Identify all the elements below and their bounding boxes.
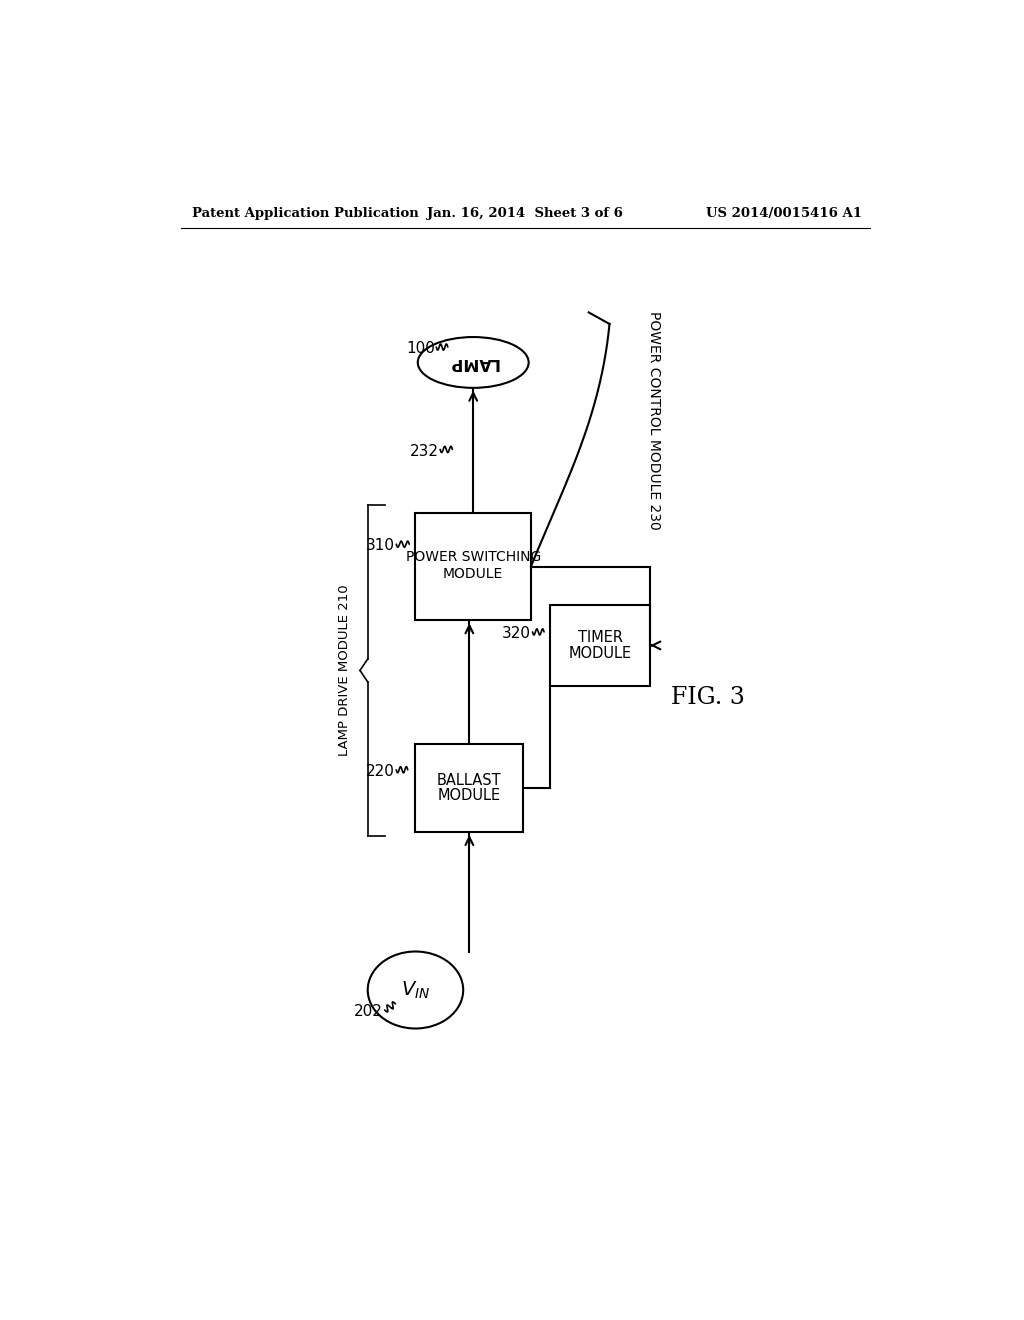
Text: TIMER: TIMER bbox=[578, 630, 623, 645]
Text: MODULE: MODULE bbox=[568, 645, 632, 660]
Text: LAMP DRIVE MODULE 210: LAMP DRIVE MODULE 210 bbox=[338, 585, 351, 756]
Text: 220: 220 bbox=[366, 764, 394, 779]
Text: Patent Application Publication: Patent Application Publication bbox=[193, 207, 419, 220]
FancyBboxPatch shape bbox=[416, 512, 531, 620]
Text: US 2014/0015416 A1: US 2014/0015416 A1 bbox=[707, 207, 862, 220]
Text: 100: 100 bbox=[406, 341, 435, 356]
Text: 202: 202 bbox=[354, 1005, 383, 1019]
Text: 232: 232 bbox=[410, 444, 438, 458]
Text: POWER SWITCHING: POWER SWITCHING bbox=[406, 550, 541, 564]
Text: BALLAST: BALLAST bbox=[437, 772, 502, 788]
Text: FIG. 3: FIG. 3 bbox=[671, 686, 745, 709]
Text: $V_{IN}$: $V_{IN}$ bbox=[400, 979, 430, 1001]
Text: Jan. 16, 2014  Sheet 3 of 6: Jan. 16, 2014 Sheet 3 of 6 bbox=[427, 207, 623, 220]
Text: LAMP: LAMP bbox=[449, 355, 499, 370]
Text: MODULE: MODULE bbox=[438, 788, 501, 803]
Text: MODULE: MODULE bbox=[443, 568, 504, 581]
Text: 320: 320 bbox=[502, 626, 531, 642]
Text: 310: 310 bbox=[366, 539, 394, 553]
FancyBboxPatch shape bbox=[416, 743, 523, 832]
Text: POWER CONTROL MODULE 230: POWER CONTROL MODULE 230 bbox=[647, 310, 662, 529]
FancyBboxPatch shape bbox=[550, 605, 650, 686]
